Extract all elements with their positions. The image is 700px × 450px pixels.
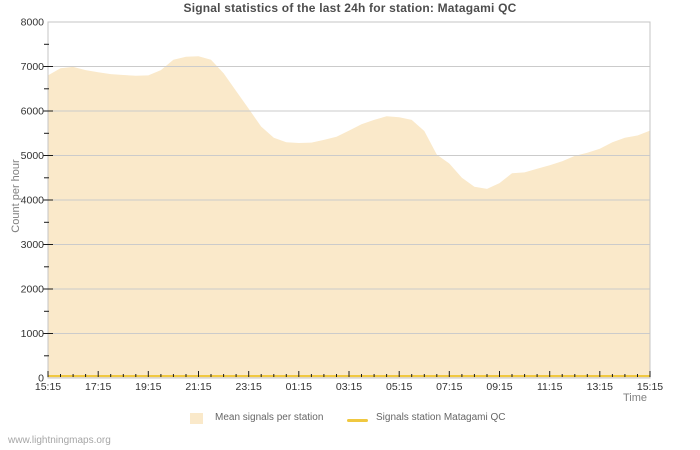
watermark-link: www.lightningmaps.org [8, 435, 111, 446]
legend-area-swatch-icon [190, 413, 203, 424]
legend-label-station-signals: Signals station Matagami QC [376, 412, 506, 423]
legend-label-mean-signals: Mean signals per station [215, 412, 324, 423]
y-tick-label: 6000 [21, 106, 45, 118]
area-series-mean-signals [48, 56, 650, 379]
x-tick-label: 17:15 [85, 381, 111, 393]
y-tick-label: 7000 [21, 61, 45, 73]
x-tick-label: 09:15 [486, 381, 512, 393]
y-tick-label: 5000 [21, 150, 45, 162]
x-tick-label: 01:15 [286, 381, 312, 393]
x-tick-label: 05:15 [386, 381, 412, 393]
x-tick-label: 21:15 [185, 381, 211, 393]
x-tick-label: 13:15 [587, 381, 613, 393]
x-axis-label: Time [622, 392, 647, 404]
legend-line-swatch-icon [347, 419, 368, 422]
x-tick-label: 15:15 [35, 381, 61, 393]
y-tick-label: 8000 [21, 17, 45, 29]
x-tick-label: 19:15 [135, 381, 161, 393]
y-tick-label: 3000 [21, 239, 45, 251]
y-tick-label: 0 [38, 373, 44, 385]
y-tick-label: 4000 [21, 195, 45, 207]
x-tick-label: 11:15 [537, 381, 563, 393]
x-tick-label: 03:15 [336, 381, 362, 393]
x-tick-label: 15:15 [637, 381, 663, 393]
x-tick-label: 07:15 [436, 381, 462, 393]
chart-title: Signal statistics of the last 24h for st… [183, 1, 517, 15]
x-tick-label: 23:15 [236, 381, 262, 393]
y-tick-label: 1000 [21, 328, 45, 340]
y-tick-label: 2000 [21, 284, 45, 296]
